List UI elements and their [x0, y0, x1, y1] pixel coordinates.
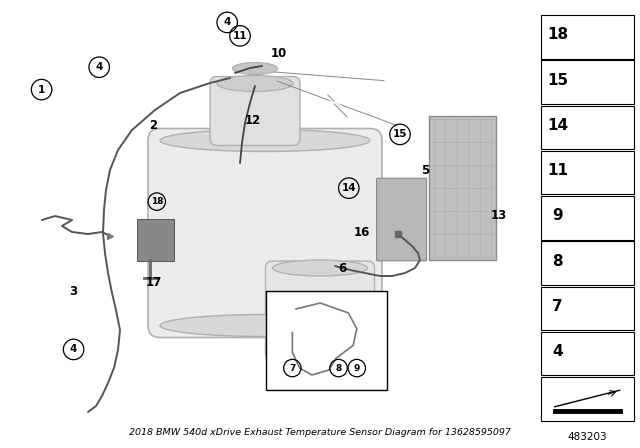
Text: 8: 8 [335, 364, 342, 373]
Text: 12: 12 [244, 114, 261, 128]
Text: 4: 4 [70, 345, 77, 354]
Bar [429, 116, 496, 260]
Text: 6: 6 [339, 262, 346, 276]
Text: 11: 11 [233, 31, 247, 41]
Bar [541, 60, 634, 104]
Text: 15: 15 [547, 73, 568, 87]
Bar [541, 15, 634, 59]
Text: 14: 14 [547, 118, 568, 133]
Text: 2018 BMW 540d xDrive Exhaust Temperature Sensor Diagram for 13628595097: 2018 BMW 540d xDrive Exhaust Temperature… [129, 428, 511, 437]
Text: 8: 8 [552, 254, 563, 268]
Ellipse shape [160, 314, 370, 336]
FancyBboxPatch shape [266, 261, 374, 360]
Ellipse shape [232, 63, 278, 74]
Bar [541, 196, 634, 240]
Ellipse shape [160, 129, 370, 151]
Text: 15: 15 [393, 129, 407, 139]
Text: 2: 2 [150, 119, 157, 132]
Bar [541, 106, 634, 149]
Text: 10: 10 [270, 47, 287, 60]
Bar [541, 241, 634, 285]
Text: 11: 11 [547, 163, 568, 178]
Ellipse shape [273, 260, 367, 276]
Text: 18: 18 [150, 197, 163, 206]
Text: 9: 9 [552, 208, 563, 223]
Text: 483203: 483203 [568, 432, 607, 442]
Text: 4: 4 [95, 62, 103, 72]
Text: 17: 17 [145, 276, 162, 289]
Text: 13: 13 [491, 208, 508, 222]
Bar [266, 291, 387, 390]
FancyBboxPatch shape [136, 219, 174, 261]
FancyBboxPatch shape [148, 129, 382, 337]
Text: 16: 16 [353, 226, 370, 240]
Text: 7: 7 [552, 299, 563, 314]
Text: 4: 4 [552, 344, 563, 359]
Text: 7: 7 [289, 364, 296, 373]
Bar [541, 377, 634, 421]
Text: 3: 3 [70, 284, 77, 298]
Bar [541, 287, 634, 330]
FancyBboxPatch shape [376, 178, 427, 261]
Ellipse shape [217, 76, 293, 91]
Text: 4: 4 [223, 17, 231, 27]
Bar [541, 151, 634, 194]
Text: 5: 5 [422, 164, 429, 177]
Text: 9: 9 [354, 364, 360, 373]
Text: 18: 18 [547, 27, 568, 42]
Text: 1: 1 [38, 85, 45, 95]
Text: 14: 14 [342, 183, 356, 193]
FancyBboxPatch shape [210, 77, 300, 146]
Bar [541, 332, 634, 375]
